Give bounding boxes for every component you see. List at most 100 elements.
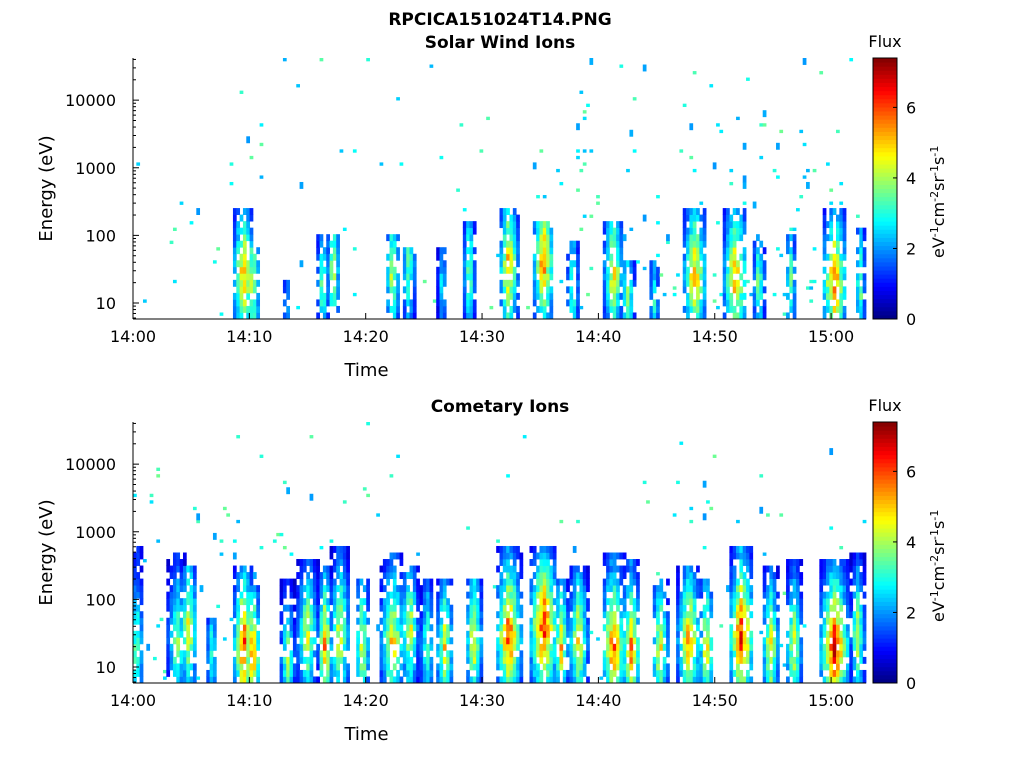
heatmap-cell bbox=[389, 286, 394, 294]
heatmap-cell bbox=[279, 663, 284, 671]
heatmap-cell bbox=[133, 578, 137, 586]
heatmap-cell bbox=[836, 630, 840, 638]
heatmap-cell bbox=[726, 299, 730, 307]
heatmap-cell bbox=[319, 611, 324, 619]
heatmap-cell bbox=[446, 663, 450, 671]
heatmap-cell bbox=[759, 240, 764, 248]
heatmap-cell bbox=[156, 474, 161, 478]
heatmap-cell bbox=[472, 305, 477, 313]
heatmap-cell bbox=[579, 624, 584, 632]
heatmap-cell bbox=[496, 656, 500, 664]
heatmap-cell bbox=[822, 214, 827, 222]
heatmap-cell bbox=[499, 604, 504, 612]
heatmap-cell bbox=[632, 266, 637, 274]
heatmap-cell bbox=[612, 598, 617, 606]
heatmap-cell bbox=[336, 545, 340, 553]
heatmap-cell bbox=[542, 617, 547, 625]
heatmap-cell bbox=[656, 279, 660, 287]
heatmap-cell bbox=[612, 286, 617, 294]
heatmap-cell bbox=[776, 656, 780, 664]
heatmap-cell bbox=[589, 630, 594, 635]
heatmap-cell bbox=[322, 624, 327, 632]
heatmap-cell bbox=[462, 260, 467, 268]
heatmap-cell bbox=[309, 591, 314, 599]
heatmap-cell bbox=[846, 643, 850, 651]
heatmap-cell bbox=[656, 669, 660, 677]
heatmap-cell bbox=[549, 247, 554, 255]
heatmap-cell bbox=[419, 676, 424, 684]
heatmap-cell bbox=[316, 624, 320, 632]
heatmap-cell bbox=[316, 279, 320, 287]
colorbar-step bbox=[873, 434, 897, 439]
heatmap-cell bbox=[686, 669, 690, 677]
heatmap-cell bbox=[836, 129, 840, 134]
heatmap-cell bbox=[529, 656, 534, 664]
heatmap-cell bbox=[166, 617, 171, 625]
heatmap-cell bbox=[842, 591, 847, 599]
heatmap-cell bbox=[822, 630, 827, 638]
heatmap-cell bbox=[822, 221, 827, 229]
heatmap-cell bbox=[339, 611, 344, 619]
heatmap-cell bbox=[389, 637, 394, 645]
heatmap-cell bbox=[676, 591, 680, 599]
heatmap-cell bbox=[589, 214, 594, 218]
heatmap-cell bbox=[259, 175, 264, 179]
heatmap-cell bbox=[622, 598, 627, 606]
heatmap-cell bbox=[336, 572, 340, 580]
heatmap-cell bbox=[572, 572, 577, 580]
heatmap-cell bbox=[542, 221, 547, 229]
heatmap-cell bbox=[256, 669, 261, 677]
heatmap-cell bbox=[242, 617, 247, 625]
heatmap-cell bbox=[139, 591, 144, 599]
heatmap-cell bbox=[419, 637, 424, 645]
heatmap-cell bbox=[409, 637, 414, 645]
heatmap-cell bbox=[822, 208, 827, 215]
heatmap-cell bbox=[479, 669, 484, 677]
heatmap-cell bbox=[422, 637, 427, 645]
heatmap-cell bbox=[312, 591, 317, 599]
heatmap-cell bbox=[732, 221, 737, 229]
heatmap-cell bbox=[422, 611, 427, 619]
heatmap-cell bbox=[239, 273, 244, 281]
heatmap-cell bbox=[616, 240, 620, 248]
heatmap-cell bbox=[306, 624, 310, 632]
heatmap-cell bbox=[739, 545, 744, 553]
heatmap-cell bbox=[709, 669, 714, 677]
heatmap-cell bbox=[842, 286, 847, 294]
heatmap-cell bbox=[439, 260, 444, 268]
heatmap-cell bbox=[239, 240, 244, 248]
colorbar-step bbox=[873, 98, 897, 104]
heatmap-cell bbox=[616, 266, 620, 274]
heatmap-cell bbox=[799, 195, 804, 199]
heatmap-cell bbox=[609, 630, 614, 638]
heatmap-cell bbox=[752, 266, 757, 274]
heatmap-cell bbox=[842, 630, 847, 638]
heatmap-cell bbox=[416, 585, 420, 593]
heatmap-cell bbox=[539, 591, 544, 599]
heatmap-cell bbox=[252, 266, 257, 274]
heatmap-cell bbox=[409, 604, 414, 612]
heatmap-cell bbox=[829, 227, 834, 235]
heatmap-cell bbox=[332, 656, 337, 664]
heatmap-cell bbox=[566, 676, 570, 684]
heatmap-cell bbox=[572, 663, 577, 671]
heatmap-cell bbox=[849, 552, 854, 560]
heatmap-cell bbox=[702, 208, 707, 215]
heatmap-cell bbox=[749, 585, 754, 593]
unit-exponent: -1 bbox=[928, 226, 941, 237]
heatmap-cell bbox=[706, 598, 710, 606]
heatmap-cell bbox=[572, 624, 577, 632]
heatmap-cell bbox=[192, 650, 197, 658]
heatmap-cell bbox=[399, 630, 404, 638]
heatmap-cell bbox=[319, 234, 324, 242]
heatmap-cell bbox=[406, 630, 410, 638]
heatmap-cell bbox=[326, 676, 330, 684]
heatmap-cell bbox=[579, 611, 584, 619]
heatmap-cell bbox=[422, 676, 427, 684]
heatmap-cell bbox=[729, 240, 734, 248]
colorbar-step bbox=[873, 290, 897, 296]
heatmap-cell bbox=[789, 266, 794, 274]
heatmap-cell bbox=[502, 266, 507, 274]
heatmap-cell bbox=[746, 77, 750, 81]
heatmap-cell bbox=[506, 676, 510, 684]
